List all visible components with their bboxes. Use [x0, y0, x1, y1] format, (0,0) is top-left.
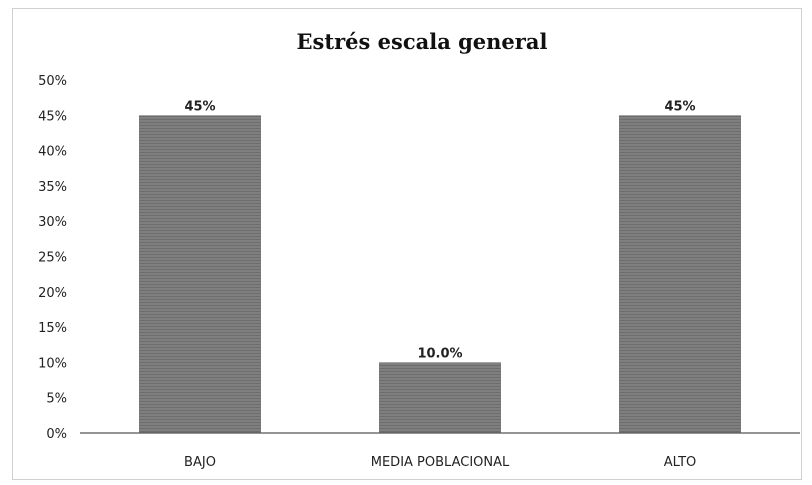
bar-value-label: 10.0% [417, 346, 462, 361]
y-tick-label: 30% [38, 215, 67, 230]
y-tick-label: 50% [38, 74, 67, 89]
y-axis-ticks: 0% 5% 10% 15% 20% 25% 30% 35% 40% 45% 50% [38, 74, 67, 442]
y-tick-label: 10% [38, 356, 67, 371]
bar-alto [619, 115, 741, 434]
bar-value-label: 45% [184, 99, 215, 114]
y-tick-label: 20% [38, 286, 67, 301]
y-tick-label: 40% [38, 145, 67, 160]
category-label: MEDIA POBLACIONAL [371, 455, 510, 470]
bar-bajo [139, 115, 261, 434]
value-labels: 45% 10.0% 45% [184, 99, 695, 361]
y-tick-label: 0% [46, 427, 67, 442]
category-label: ALTO [664, 455, 697, 470]
y-tick-label: 25% [38, 251, 67, 266]
y-tick-label: 5% [46, 392, 67, 407]
bar-value-label: 45% [664, 99, 695, 114]
bars [139, 115, 741, 434]
y-tick-label: 45% [38, 109, 67, 124]
bar-media-poblacional [379, 362, 501, 433]
chart-title: Estrés escala general [297, 29, 548, 54]
category-label: BAJO [184, 455, 216, 470]
y-tick-label: 15% [38, 321, 67, 336]
y-tick-label: 35% [38, 180, 67, 195]
x-axis-categories: BAJO MEDIA POBLACIONAL ALTO [184, 455, 696, 470]
